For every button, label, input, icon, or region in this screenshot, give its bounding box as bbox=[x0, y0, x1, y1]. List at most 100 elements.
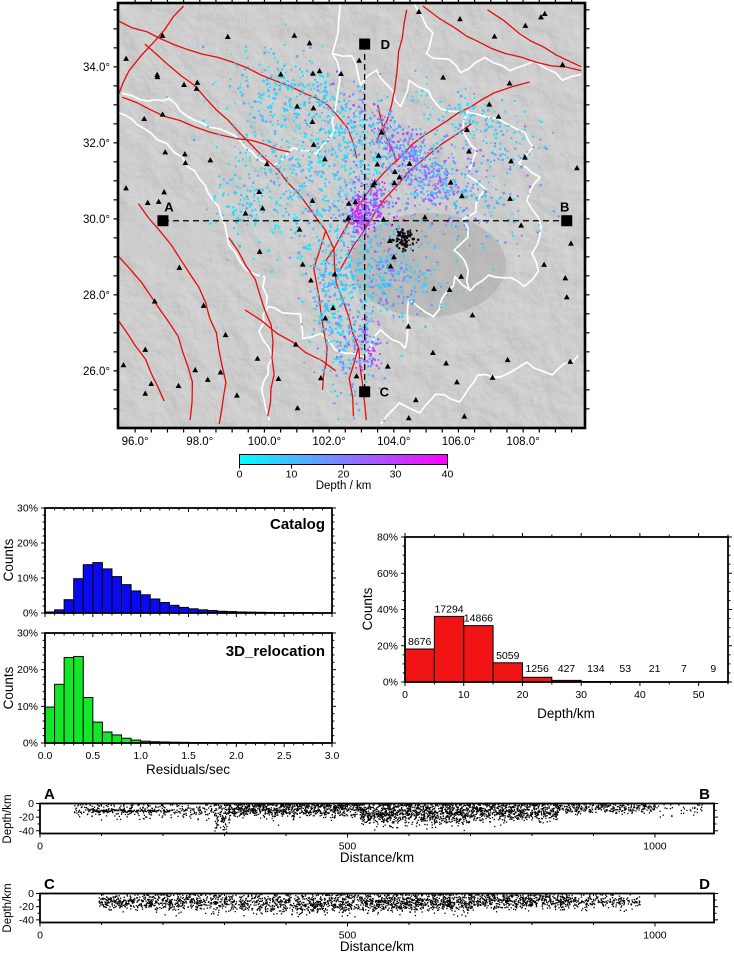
earthquake-dot bbox=[478, 222, 481, 225]
scatter-point bbox=[218, 806, 221, 808]
earthquake-dot bbox=[315, 208, 319, 212]
earthquake-dot bbox=[381, 165, 384, 169]
earthquake-dot bbox=[274, 165, 278, 168]
earthquake-dot bbox=[350, 120, 354, 123]
scatter-point bbox=[350, 806, 352, 808]
earthquake-dot bbox=[431, 162, 434, 165]
earthquake-dot bbox=[250, 202, 253, 206]
earthquake-dot bbox=[338, 344, 341, 347]
scatter-point bbox=[240, 813, 243, 815]
earthquake-dot bbox=[512, 132, 515, 135]
earthquake-dot bbox=[321, 45, 324, 48]
earthquake-dot bbox=[222, 193, 225, 196]
scatter-point bbox=[330, 805, 332, 807]
scatter-point bbox=[252, 808, 254, 810]
earthquake-dot bbox=[476, 182, 479, 186]
earthquake-dot bbox=[310, 166, 313, 169]
station-triangle-icon bbox=[294, 404, 301, 411]
scatter-point bbox=[100, 810, 102, 812]
scatter-point bbox=[129, 807, 131, 810]
scatter-point bbox=[346, 813, 348, 816]
scatter-point bbox=[192, 813, 194, 815]
earthquake-dot bbox=[267, 249, 270, 253]
earthquake-dot bbox=[251, 209, 254, 213]
earthquake-dot bbox=[356, 208, 359, 211]
earthquake-dot bbox=[381, 181, 384, 183]
station-triangle-icon bbox=[144, 199, 151, 205]
scatter-point bbox=[215, 812, 217, 814]
earthquake-dot bbox=[332, 114, 335, 117]
earthquake-dot bbox=[371, 277, 375, 280]
earthquake-dot bbox=[368, 241, 372, 245]
earthquake-dot bbox=[402, 247, 405, 251]
earthquake-dot bbox=[471, 121, 474, 124]
earthquake-dot bbox=[333, 175, 336, 178]
station-triangle-icon bbox=[254, 355, 261, 361]
scatter-point bbox=[294, 805, 296, 808]
station-triangle-icon bbox=[396, 174, 403, 180]
scatter-point bbox=[339, 811, 341, 813]
earthquake-dot bbox=[301, 83, 304, 87]
earthquake-dot bbox=[316, 267, 319, 271]
earthquake-dot bbox=[399, 269, 402, 272]
earthquake-dot bbox=[235, 221, 238, 224]
earthquake-dot bbox=[334, 322, 338, 325]
scatter-point bbox=[93, 806, 96, 808]
scatter-point bbox=[198, 807, 200, 809]
earthquake-dot bbox=[325, 100, 328, 103]
scatter-point bbox=[253, 811, 255, 813]
scatter-point bbox=[268, 812, 270, 814]
scatter-point bbox=[357, 809, 359, 811]
scatter-point bbox=[193, 810, 195, 812]
scatter-point bbox=[90, 809, 92, 811]
earthquake-dot bbox=[379, 242, 382, 245]
scatter-point bbox=[339, 814, 341, 816]
scatter-point bbox=[354, 809, 356, 811]
earthquake-dot bbox=[324, 302, 327, 306]
scatter-point bbox=[237, 808, 239, 810]
earthquake-dot bbox=[454, 207, 457, 210]
earthquake-dot bbox=[425, 94, 429, 97]
earthquake-dot bbox=[368, 270, 371, 273]
earthquake-dot bbox=[234, 156, 237, 159]
earthquake-dot bbox=[406, 131, 409, 134]
earthquake-dot bbox=[504, 110, 507, 113]
scatter-point bbox=[223, 812, 225, 814]
earthquake-dot bbox=[381, 266, 384, 269]
earthquake-dot bbox=[426, 268, 430, 272]
scatter-point bbox=[137, 810, 139, 812]
scatter-point bbox=[305, 811, 307, 813]
lat-tick-label: 26.0° bbox=[83, 366, 110, 378]
earthquake-dot bbox=[333, 164, 336, 167]
earthquake-dot bbox=[331, 147, 334, 150]
station-triangle-icon bbox=[259, 205, 266, 211]
earthquake-dot bbox=[411, 137, 414, 141]
scatter-point bbox=[246, 813, 249, 815]
earthquake-dot bbox=[330, 127, 333, 130]
fault-line bbox=[325, 81, 530, 261]
earthquake-dot bbox=[418, 169, 422, 172]
scatter-point bbox=[258, 809, 261, 811]
earthquake-dot bbox=[316, 161, 319, 164]
earthquake-dot bbox=[273, 227, 276, 230]
scatter-point bbox=[189, 811, 192, 813]
earthquake-dot bbox=[258, 204, 261, 207]
earthquake-dot bbox=[340, 127, 343, 130]
earthquake-dot bbox=[467, 169, 471, 173]
earthquake-dot bbox=[241, 218, 244, 221]
scatter-point bbox=[226, 809, 228, 811]
scatter-point bbox=[323, 804, 326, 806]
earthquake-dot bbox=[386, 265, 389, 268]
scatter-point bbox=[274, 812, 276, 814]
earthquake-dot bbox=[485, 117, 489, 120]
scatter-point bbox=[78, 809, 81, 811]
scatter-point bbox=[173, 811, 175, 814]
station-triangle-icon bbox=[159, 32, 166, 38]
earthquake-dot bbox=[345, 283, 349, 287]
earthquake-dot bbox=[484, 118, 487, 122]
earthquake-dot bbox=[280, 138, 284, 141]
earthquake-dot bbox=[348, 366, 352, 370]
earthquake-dot bbox=[295, 95, 298, 98]
earthquake-dot bbox=[442, 189, 445, 192]
earthquake-dot bbox=[353, 129, 356, 133]
